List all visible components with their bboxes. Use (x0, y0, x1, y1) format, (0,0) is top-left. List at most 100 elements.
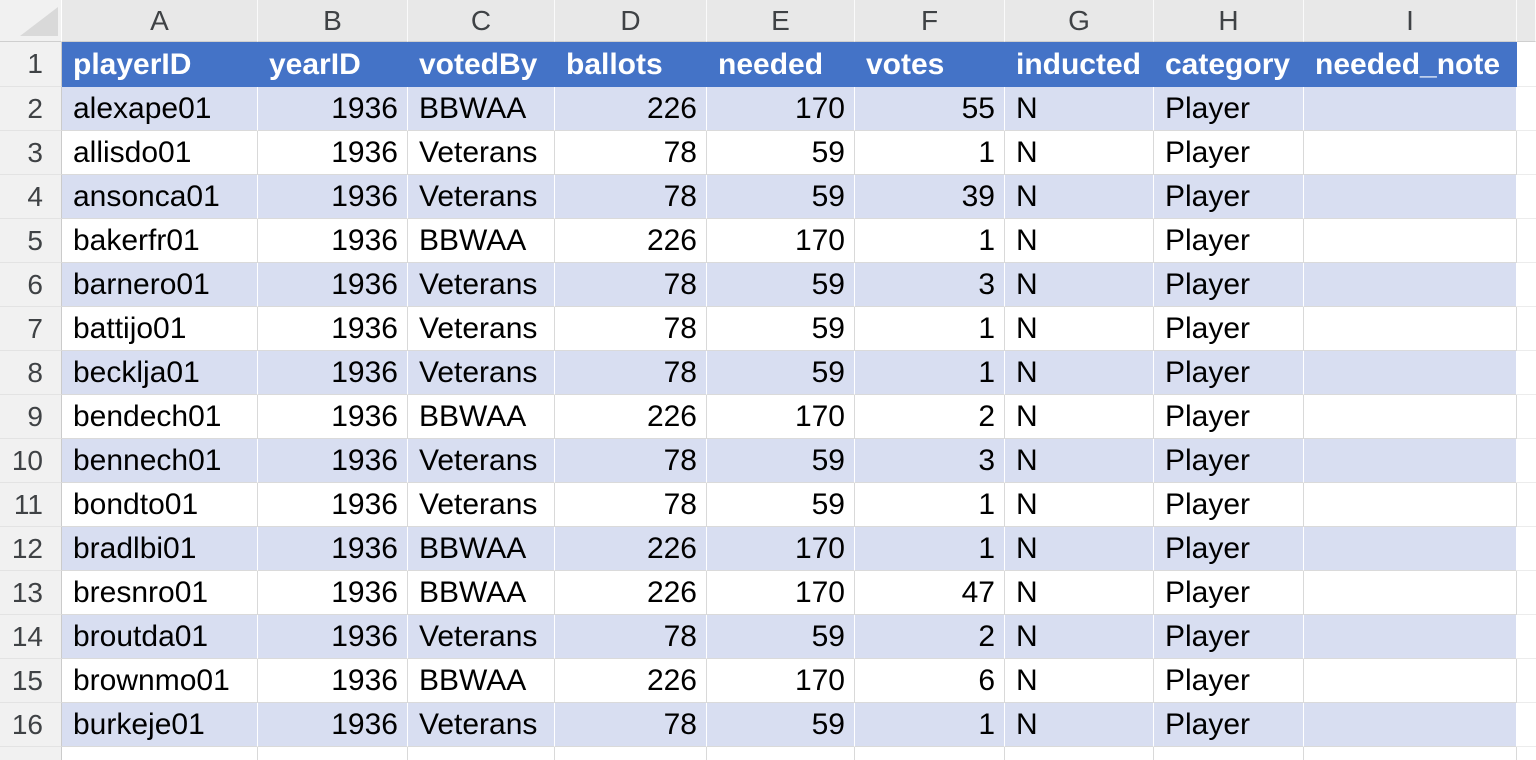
cell-A7[interactable]: battijo01 (62, 307, 258, 351)
cell-D8[interactable]: 78 (555, 351, 707, 395)
cell-I7[interactable] (1304, 307, 1517, 351)
table-header-needed[interactable]: needed (707, 42, 855, 87)
cell-D14[interactable]: 78 (555, 615, 707, 659)
cell-A10[interactable]: bennech01 (62, 439, 258, 483)
cell-overflow-7[interactable] (1517, 307, 1536, 351)
cell-C10[interactable]: Veterans (408, 439, 555, 483)
cell-H8[interactable]: Player (1154, 351, 1304, 395)
cell-H3[interactable]: Player (1154, 131, 1304, 175)
row-header-1[interactable]: 1 (0, 42, 62, 87)
cell-D6[interactable]: 78 (555, 263, 707, 307)
cell-G7[interactable]: N (1005, 307, 1154, 351)
cell-G9[interactable]: N (1005, 395, 1154, 439)
cell-overflow-5[interactable] (1517, 219, 1536, 263)
cell-H12[interactable]: Player (1154, 527, 1304, 571)
cell-C17[interactable] (408, 747, 555, 760)
cell-E11[interactable]: 59 (707, 483, 855, 527)
cell-F13[interactable]: 47 (855, 571, 1005, 615)
cell-H5[interactable]: Player (1154, 219, 1304, 263)
cell-F16[interactable]: 1 (855, 703, 1005, 747)
cell-E7[interactable]: 59 (707, 307, 855, 351)
cell-C8[interactable]: Veterans (408, 351, 555, 395)
cell-G15[interactable]: N (1005, 659, 1154, 703)
cell-D15[interactable]: 226 (555, 659, 707, 703)
cell-C3[interactable]: Veterans (408, 131, 555, 175)
row-header-13[interactable]: 13 (0, 571, 62, 615)
cell-F7[interactable]: 1 (855, 307, 1005, 351)
cell-D3[interactable]: 78 (555, 131, 707, 175)
cell-D5[interactable]: 226 (555, 219, 707, 263)
cell-B3[interactable]: 1936 (258, 131, 408, 175)
cell-A2[interactable]: alexape01 (62, 87, 258, 131)
cell-C5[interactable]: BBWAA (408, 219, 555, 263)
table-header-playerID[interactable]: playerID (62, 42, 258, 87)
cell-E6[interactable]: 59 (707, 263, 855, 307)
cell-C2[interactable]: BBWAA (408, 87, 555, 131)
cell-I13[interactable] (1304, 571, 1517, 615)
cell-B11[interactable]: 1936 (258, 483, 408, 527)
cell-F9[interactable]: 2 (855, 395, 1005, 439)
cell-H4[interactable]: Player (1154, 175, 1304, 219)
cell-G10[interactable]: N (1005, 439, 1154, 483)
cell-C7[interactable]: Veterans (408, 307, 555, 351)
cell-E12[interactable]: 170 (707, 527, 855, 571)
cell-B8[interactable]: 1936 (258, 351, 408, 395)
cell-G14[interactable]: N (1005, 615, 1154, 659)
cell-E10[interactable]: 59 (707, 439, 855, 483)
cell-B13[interactable]: 1936 (258, 571, 408, 615)
cell-D2[interactable]: 226 (555, 87, 707, 131)
cell-F3[interactable]: 1 (855, 131, 1005, 175)
cell-E14[interactable]: 59 (707, 615, 855, 659)
row-header-11[interactable]: 11 (0, 483, 62, 527)
cell-A8[interactable]: becklja01 (62, 351, 258, 395)
cell-C12[interactable]: BBWAA (408, 527, 555, 571)
cell-I5[interactable] (1304, 219, 1517, 263)
cell-C16[interactable]: Veterans (408, 703, 555, 747)
cell-G13[interactable]: N (1005, 571, 1154, 615)
cell-A5[interactable]: bakerfr01 (62, 219, 258, 263)
column-header-H[interactable]: H (1154, 0, 1304, 42)
table-header-category[interactable]: category (1154, 42, 1304, 87)
cell-B17[interactable] (258, 747, 408, 760)
cell-B5[interactable]: 1936 (258, 219, 408, 263)
cell-A15[interactable]: brownmo01 (62, 659, 258, 703)
cell-H10[interactable]: Player (1154, 439, 1304, 483)
cell-F15[interactable]: 6 (855, 659, 1005, 703)
cell-G12[interactable]: N (1005, 527, 1154, 571)
cell-E9[interactable]: 170 (707, 395, 855, 439)
cell-A13[interactable]: bresnro01 (62, 571, 258, 615)
cell-D17[interactable] (555, 747, 707, 760)
row-header-5[interactable]: 5 (0, 219, 62, 263)
table-header-ballots[interactable]: ballots (555, 42, 707, 87)
cell-overflow-12[interactable] (1517, 527, 1536, 571)
cell-overflow-16[interactable] (1517, 703, 1536, 747)
cell-B7[interactable]: 1936 (258, 307, 408, 351)
cell-A14[interactable]: broutda01 (62, 615, 258, 659)
cell-E5[interactable]: 170 (707, 219, 855, 263)
cell-G2[interactable]: N (1005, 87, 1154, 131)
column-header-I[interactable]: I (1304, 0, 1517, 42)
row-header-16[interactable]: 16 (0, 703, 62, 747)
cell-H15[interactable]: Player (1154, 659, 1304, 703)
cell-A3[interactable]: allisdo01 (62, 131, 258, 175)
row-header-6[interactable]: 6 (0, 263, 62, 307)
cell-overflow-2[interactable] (1517, 87, 1536, 131)
column-header-B[interactable]: B (258, 0, 408, 42)
cell-A6[interactable]: barnero01 (62, 263, 258, 307)
cell-overflow-6[interactable] (1517, 263, 1536, 307)
cell-G5[interactable]: N (1005, 219, 1154, 263)
table-header-needed_note[interactable]: needed_note (1304, 42, 1517, 87)
cell-H13[interactable]: Player (1154, 571, 1304, 615)
cell-I6[interactable] (1304, 263, 1517, 307)
column-header-E[interactable]: E (707, 0, 855, 42)
cell-C4[interactable]: Veterans (408, 175, 555, 219)
cell-E16[interactable]: 59 (707, 703, 855, 747)
cell-overflow-1[interactable] (1517, 42, 1536, 87)
cell-I4[interactable] (1304, 175, 1517, 219)
cell-B10[interactable]: 1936 (258, 439, 408, 483)
cell-D4[interactable]: 78 (555, 175, 707, 219)
cell-B4[interactable]: 1936 (258, 175, 408, 219)
cell-E15[interactable]: 170 (707, 659, 855, 703)
cell-G6[interactable]: N (1005, 263, 1154, 307)
row-header-17[interactable] (0, 747, 62, 760)
